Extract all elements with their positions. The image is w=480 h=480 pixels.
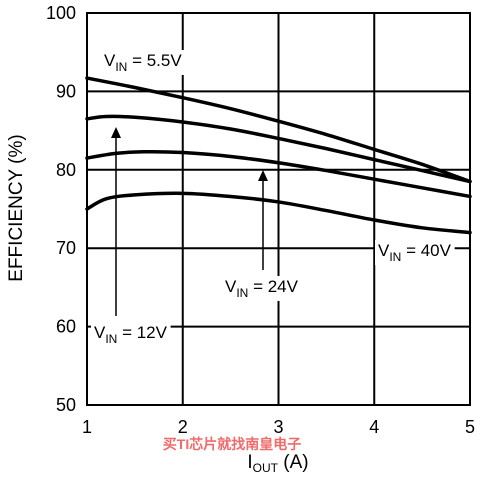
x-tick-5: 5 [465, 417, 475, 437]
series-label-sub-2: IN [236, 286, 248, 300]
series-label-value-3: = 40V [401, 241, 451, 260]
plot-frame [86, 12, 471, 406]
label-arrows [111, 127, 268, 316]
y-tick-labels: 50 60 70 80 90 100 [46, 3, 76, 415]
y-tick-70: 70 [56, 238, 76, 258]
series-line-1 [85, 114, 472, 184]
series-label-bg-1 [91, 322, 171, 347]
series-label-3: VIN = 40V [378, 241, 452, 264]
series-label-sub-0: IN [115, 60, 127, 74]
x-axis-label: IOUT (A) [247, 452, 308, 475]
series-label-prefix-3: V [378, 241, 390, 260]
series-label-prefix-2: V [225, 277, 237, 296]
x-axis-label-main: I [247, 452, 252, 473]
series-label-prefix-0: V [104, 51, 116, 70]
series-curves [85, 76, 472, 235]
series-label-sub-1: IN [105, 332, 117, 346]
series-label-value-2: = 24V [248, 277, 298, 296]
y-tick-90: 90 [56, 81, 76, 101]
y-tick-50: 50 [56, 395, 76, 415]
series-label-2: VIN = 24V [225, 277, 299, 300]
series-label-0: VIN = 5.5V [104, 51, 182, 74]
series-line-0 [85, 76, 472, 184]
series-label-value-1: = 12V [117, 323, 167, 342]
arrow-12v-head [111, 127, 121, 138]
x-axis-label-sub: OUT [253, 461, 279, 475]
y-tick-80: 80 [56, 160, 76, 180]
y-tick-60: 60 [56, 317, 76, 337]
x-tick-4: 4 [369, 417, 379, 437]
y-axis-label: EFFICIENCY (%) [6, 134, 27, 281]
series-label-bg-0 [101, 50, 186, 75]
series-label-1: VIN = 12V [94, 323, 168, 346]
series-label-prefix-1: V [94, 323, 106, 342]
series-line-3 [85, 191, 472, 235]
series-label-sub-3: IN [389, 250, 401, 264]
x-tick-1: 1 [82, 417, 92, 437]
y-tick-100: 100 [46, 3, 76, 23]
series-label-bg-2 [222, 276, 302, 301]
x-axis-label-unit: (A) [278, 452, 309, 473]
series-label-value-0: = 5.5V [127, 51, 182, 70]
x-tick-labels: 1 2 3 4 5 [82, 417, 475, 437]
x-tick-2: 2 [178, 417, 188, 437]
arrow-24v-head [258, 170, 268, 181]
series-line-2 [85, 149, 472, 199]
x-tick-3: 3 [273, 417, 283, 437]
watermark-text: 买TI芯片就找南皇电子 [163, 436, 301, 452]
series-label-bg-3 [375, 240, 455, 265]
